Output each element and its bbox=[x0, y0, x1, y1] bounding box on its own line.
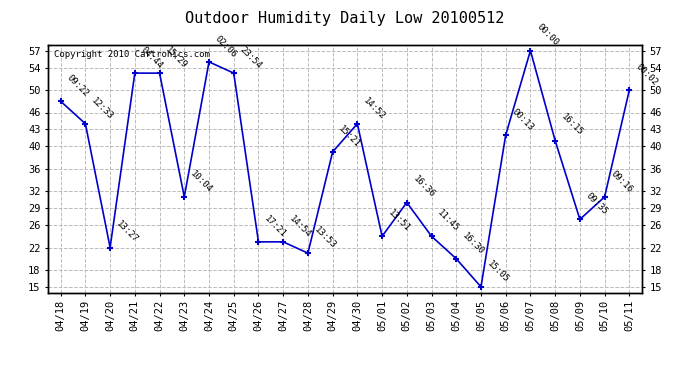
Text: 17:21: 17:21 bbox=[263, 214, 288, 239]
Text: 16:15: 16:15 bbox=[560, 112, 584, 138]
Text: 10:04: 10:04 bbox=[188, 169, 214, 194]
Text: 09:35: 09:35 bbox=[584, 191, 609, 217]
Text: 11:45: 11:45 bbox=[435, 208, 461, 234]
Text: 23:54: 23:54 bbox=[238, 45, 264, 70]
Text: 15:29: 15:29 bbox=[164, 45, 189, 70]
Text: 16:30: 16:30 bbox=[460, 231, 486, 256]
Text: 16:36: 16:36 bbox=[411, 174, 436, 200]
Text: 14:52: 14:52 bbox=[362, 96, 387, 121]
Text: 00:13: 00:13 bbox=[510, 107, 535, 132]
Text: 02:06: 02:06 bbox=[213, 34, 239, 59]
Text: 00:02: 00:02 bbox=[633, 62, 659, 87]
Text: 12:33: 12:33 bbox=[90, 96, 115, 121]
Text: Outdoor Humidity Daily Low 20100512: Outdoor Humidity Daily Low 20100512 bbox=[186, 11, 504, 26]
Text: 15:21: 15:21 bbox=[337, 124, 362, 149]
Text: 13:53: 13:53 bbox=[312, 225, 337, 251]
Text: 15:05: 15:05 bbox=[485, 259, 511, 284]
Text: 09:16: 09:16 bbox=[609, 169, 634, 194]
Text: 13:51: 13:51 bbox=[386, 208, 412, 234]
Text: 09:22: 09:22 bbox=[65, 73, 90, 99]
Text: 00:00: 00:00 bbox=[535, 22, 560, 48]
Text: 13:27: 13:27 bbox=[115, 219, 139, 245]
Text: 04:44: 04:44 bbox=[139, 45, 164, 70]
Text: 14:54: 14:54 bbox=[287, 214, 313, 239]
Text: Copyright 2010 Cartronics.com: Copyright 2010 Cartronics.com bbox=[55, 50, 210, 59]
